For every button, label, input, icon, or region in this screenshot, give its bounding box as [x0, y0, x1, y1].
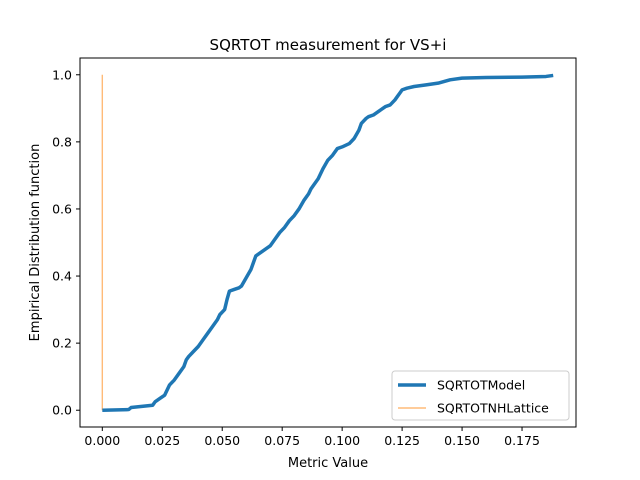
x-axis-label: Metric Value	[288, 456, 368, 471]
x-tick-label: 0.100	[324, 433, 360, 448]
y-tick-label: 0.2	[52, 336, 72, 351]
series-layer	[101, 73, 554, 412]
y-tick-label: 0.8	[52, 134, 72, 149]
series-line-sqrtotmodel	[102, 73, 554, 412]
legend-label-sqrtotnhlattice: SQRTOTNHLattice	[437, 401, 549, 416]
y-axis-label: Empirical Distribution function	[28, 144, 43, 342]
y-axis-ticks: 0.0 0.2 0.4 0.6 0.8 1.0	[52, 67, 80, 418]
y-tick-label: 0.6	[52, 201, 72, 216]
y-tick-label: 1.0	[52, 67, 72, 82]
x-tick-label: 0.125	[384, 433, 420, 448]
x-tick-label: 0.000	[84, 433, 120, 448]
chart-title: SQRTOT measurement for VS+i	[210, 36, 447, 54]
x-tick-label: 0.150	[444, 433, 480, 448]
y-tick-label: 0.4	[52, 269, 72, 284]
legend: SQRTOTModel SQRTOTNHLattice	[391, 370, 570, 421]
plot-area	[79, 57, 577, 428]
y-tick-label: 0.0	[52, 403, 72, 418]
x-tick-label: 0.175	[504, 433, 540, 448]
x-tick-label: 0.050	[204, 433, 240, 448]
legend-label-sqrtotmodel: SQRTOTModel	[437, 378, 525, 393]
x-axis-ticks: 0.000 0.025 0.050 0.075 0.100 0.125 0.150 0.175	[84, 427, 540, 448]
plot-frame	[79, 57, 577, 428]
x-tick-label: 0.075	[264, 433, 300, 448]
x-tick-label: 0.025	[144, 433, 180, 448]
legend-box	[391, 370, 570, 421]
